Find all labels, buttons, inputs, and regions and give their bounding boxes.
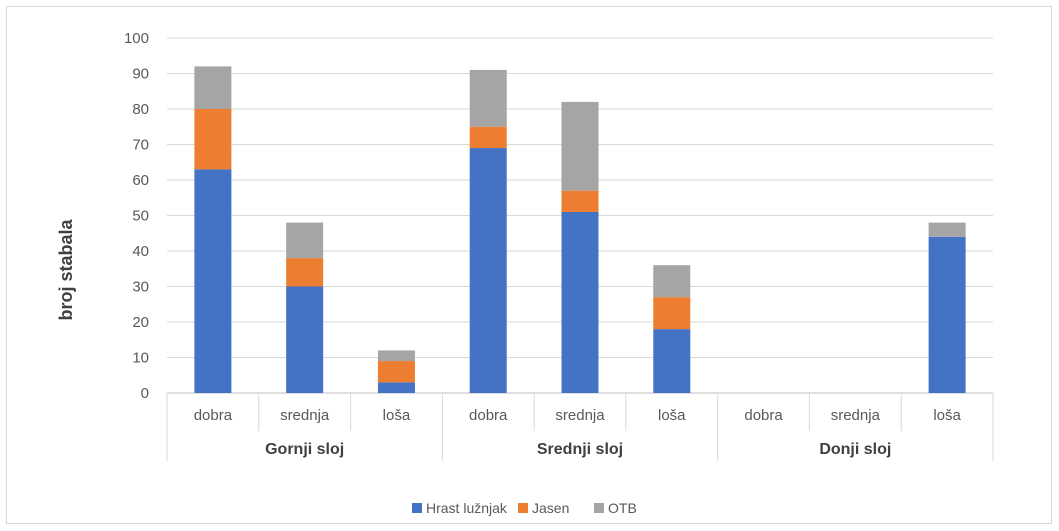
bar-segment bbox=[469, 148, 507, 393]
bar-segment bbox=[286, 222, 324, 259]
legend-label: OTB bbox=[608, 500, 637, 516]
bar-segment bbox=[286, 258, 324, 287]
bar-segment bbox=[653, 297, 691, 330]
x-tick-label: srednja bbox=[280, 407, 330, 424]
bars bbox=[194, 66, 966, 393]
y-tick-label: 20 bbox=[132, 314, 149, 331]
y-tick-label: 100 bbox=[124, 30, 149, 47]
x-tick-label: dobra bbox=[194, 407, 233, 424]
bar-segment bbox=[928, 236, 966, 393]
bar-segment bbox=[561, 190, 599, 212]
x-tick-label: srednja bbox=[555, 407, 605, 424]
bar-segment bbox=[377, 382, 415, 393]
y-axis-label: broj stabala bbox=[56, 218, 76, 320]
legend-label: Hrast lužnjak bbox=[426, 500, 508, 516]
legend-swatch bbox=[518, 503, 528, 513]
group-label: Gornji sloj bbox=[265, 441, 344, 458]
bar-segment bbox=[377, 361, 415, 383]
legend-swatch bbox=[594, 503, 604, 513]
bar-segment bbox=[561, 101, 599, 191]
bar-segment bbox=[194, 66, 232, 109]
bar-segment bbox=[653, 329, 691, 393]
x-tick-label: loša bbox=[933, 407, 961, 424]
x-tick-label: loša bbox=[383, 407, 411, 424]
y-tick-label: 70 bbox=[132, 137, 149, 154]
x-tick-label: dobra bbox=[744, 407, 783, 424]
x-tick-label: loša bbox=[658, 407, 686, 424]
axes: 0 10 20 30 40 50 60 70 80 90 100 dobra srednja loša do… bbox=[124, 30, 994, 461]
y-tick-label: 30 bbox=[132, 279, 149, 296]
y-tick-label: 80 bbox=[132, 101, 149, 118]
group-label: Srednji sloj bbox=[537, 441, 623, 458]
x-tick-label: srednja bbox=[831, 407, 881, 424]
legend-swatch bbox=[412, 503, 422, 513]
legend-label: Jasen bbox=[532, 500, 569, 516]
y-tick-label: 50 bbox=[132, 208, 149, 225]
bar-segment bbox=[653, 265, 691, 298]
chart-area bbox=[6, 6, 1052, 524]
x-tick-label: dobra bbox=[469, 407, 508, 424]
group-label: Donji sloj bbox=[819, 441, 891, 458]
y-tick-label: 60 bbox=[132, 172, 149, 189]
bar-segment bbox=[377, 350, 415, 362]
bar-segment bbox=[469, 69, 507, 127]
bar-segment bbox=[561, 211, 599, 393]
bar-segment bbox=[286, 286, 324, 393]
bar-segment bbox=[194, 109, 232, 170]
bar-segment bbox=[469, 126, 507, 149]
y-tick-label: 40 bbox=[132, 243, 149, 260]
y-tick-label: 0 bbox=[141, 385, 149, 402]
y-tick-label: 90 bbox=[132, 66, 149, 83]
bar-segment bbox=[194, 169, 232, 393]
legend: Hrast lužnjak Jasen OTB bbox=[412, 500, 637, 516]
bar-segment bbox=[928, 222, 966, 237]
y-tick-label: 10 bbox=[132, 350, 149, 367]
